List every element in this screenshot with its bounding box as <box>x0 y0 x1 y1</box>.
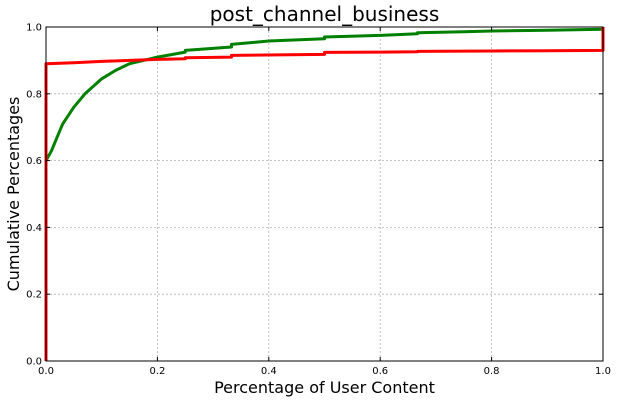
x-tick-label: 0.8 <box>484 366 500 377</box>
series-layer <box>44 27 605 361</box>
x-tick-label: 1.0 <box>595 366 611 377</box>
series-line-1 <box>44 27 605 361</box>
grid <box>46 27 603 361</box>
y-tick-label: 0.8 <box>26 89 42 100</box>
x-axis-label: Percentage of User Content <box>214 378 435 397</box>
y-axis-label: Cumulative Percentages <box>4 97 23 292</box>
chart-title: post_channel_business <box>210 2 440 26</box>
y-tick-label: 0.6 <box>26 156 42 167</box>
y-tick-label: 1.0 <box>26 23 42 34</box>
x-tick-label: 0.4 <box>261 366 277 377</box>
tick-layer: 0.0 0.2 0.4 0.6 0.8 1.0 0.0 0.2 0.4 0.6 0.8 1.0 <box>26 23 611 378</box>
series-line-2 <box>44 27 605 361</box>
x-tick-label: 0.2 <box>149 366 165 377</box>
x-tick-label: 0.0 <box>38 366 54 377</box>
plot-frame <box>45 26 604 362</box>
y-tick-label: 0.0 <box>26 357 42 368</box>
y-tick-label: 0.2 <box>26 290 42 301</box>
x-tick-label: 0.6 <box>372 366 388 377</box>
y-tick-label: 0.4 <box>26 223 42 234</box>
